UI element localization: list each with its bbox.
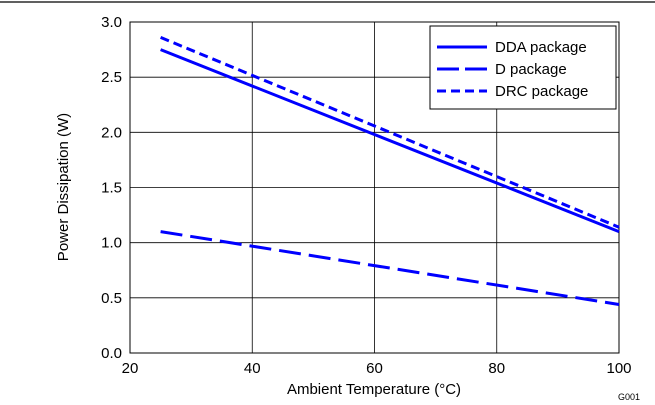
y-axis-label: Power Dissipation (W) <box>55 113 72 261</box>
legend-label: DRC package <box>495 83 588 100</box>
legend: DDA package D package DRC package <box>429 25 617 110</box>
series-line-d-package <box>160 230 620 306</box>
x-axis-label: Ambient Temperature (°C) <box>287 381 461 398</box>
legend-label: D package <box>495 61 567 78</box>
x-tick-label: 100 <box>606 360 631 377</box>
figure-id: G001 <box>618 392 640 402</box>
series-lines <box>160 36 620 306</box>
plot-frame <box>129 21 620 354</box>
y-tick-label: 2.0 <box>101 124 122 141</box>
y-tick-label: 2.5 <box>101 69 122 86</box>
legend-label: DDA package <box>495 39 587 56</box>
series-line-dda-package <box>160 48 620 233</box>
x-tick-label: 80 <box>488 360 505 377</box>
y-axis-ticks: 0.0 0.5 1.0 1.5 2.0 2.5 3.0 <box>101 14 122 362</box>
y-tick-label: 1.5 <box>101 180 122 197</box>
x-tick-label: 60 <box>366 360 383 377</box>
y-tick-label: 3.0 <box>101 14 122 31</box>
y-tick-label: 0.0 <box>101 345 122 362</box>
y-tick-label: 0.5 <box>101 290 122 307</box>
series-line-drc-package <box>160 36 620 229</box>
y-tick-label: 1.0 <box>101 235 122 252</box>
legend-box <box>429 25 617 110</box>
x-tick-label: 40 <box>244 360 261 377</box>
x-axis-ticks: 20 40 60 80 100 <box>122 360 632 377</box>
x-tick-label: 20 <box>122 360 139 377</box>
